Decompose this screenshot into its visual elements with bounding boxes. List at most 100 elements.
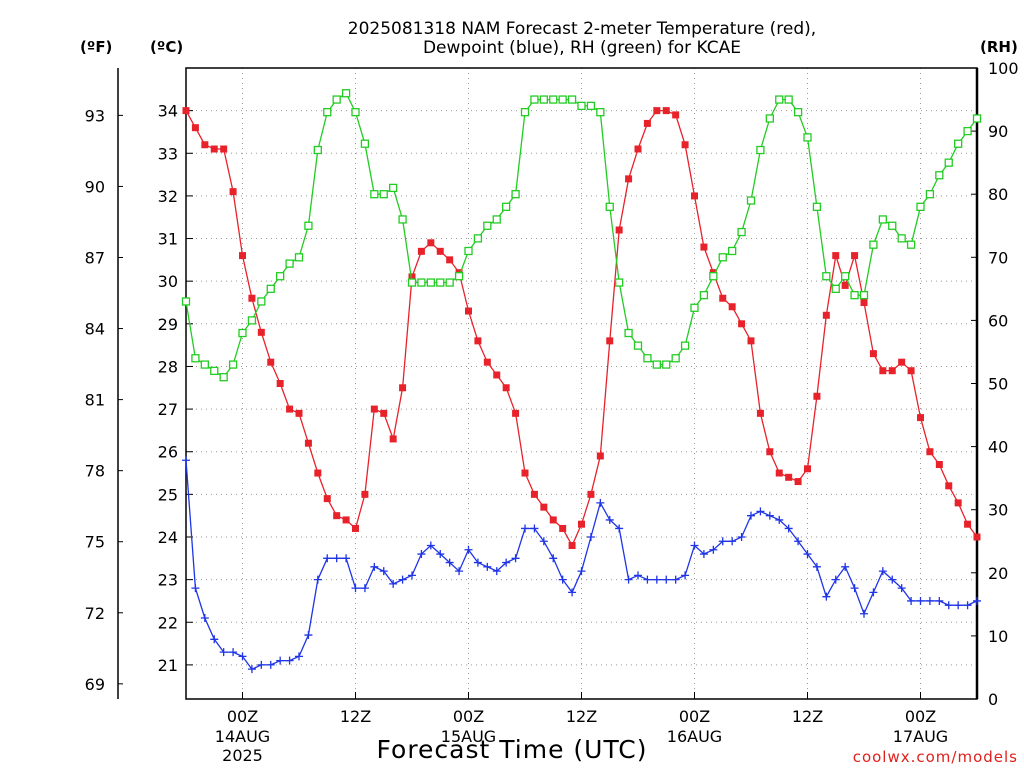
temperature-point: [239, 252, 246, 260]
temperature-point: [493, 371, 501, 379]
temperature-point: [399, 384, 407, 392]
dewpoint-point: [511, 554, 520, 563]
rh-point: [313, 145, 322, 155]
x-tick-date-label: 14AUG: [215, 727, 270, 746]
rh-point: [652, 360, 661, 369]
dewpoint-point: [747, 511, 755, 520]
dewpoint-point: [229, 648, 238, 657]
chart-title-line-2: Dewpoint (blue), RH (green) for KCAE: [423, 38, 741, 58]
rh-point: [831, 284, 840, 294]
temperature-point: [738, 320, 746, 328]
celsius-tick-label: 23: [158, 571, 178, 590]
x-tick-year-label: 2025: [222, 746, 263, 765]
x-tick-label: 12Z: [566, 707, 597, 726]
dewpoint-point: [398, 575, 407, 584]
dewpoint-point: [530, 524, 539, 533]
dewpoint-point: [182, 456, 190, 465]
dewpoint-point: [351, 584, 360, 593]
rh-point: [793, 108, 803, 117]
dewpoint-point: [831, 575, 840, 584]
x-tick-label: 00Z: [905, 707, 936, 726]
temperature-point: [314, 469, 322, 477]
dewpoint-point: [812, 562, 821, 571]
temperature-point: [361, 490, 369, 498]
dewpoint-point: [671, 575, 680, 584]
temperature-point: [201, 141, 209, 149]
rh-point: [323, 108, 332, 117]
temperature-point: [747, 337, 755, 345]
dewpoint-series: [182, 456, 981, 674]
dewpoint-point: [878, 567, 887, 576]
rh-point: [285, 259, 294, 268]
temperature-point: [342, 516, 350, 524]
celsius-tick-label: 32: [158, 187, 178, 206]
temperature-point: [813, 392, 821, 400]
rh-point: [379, 190, 388, 199]
rh-point: [191, 354, 200, 363]
temperature-point: [954, 499, 962, 507]
temperature-point: [323, 495, 331, 503]
rh-tick-label: 0: [988, 690, 998, 709]
rh-tick-label: 30: [988, 501, 1008, 520]
dewpoint-point: [247, 665, 256, 674]
rh-tick-label: 70: [988, 248, 1008, 267]
temperature-point: [267, 358, 275, 366]
dewpoint-point: [549, 554, 558, 563]
temperature-point: [474, 337, 482, 345]
dewpoint-point: [379, 567, 388, 576]
rh-point: [897, 234, 906, 243]
dewpoint-point: [615, 524, 624, 533]
celsius-tick-label: 22: [158, 613, 178, 632]
rh-point: [407, 278, 417, 287]
temperature-point: [719, 294, 727, 302]
site-credit: coolwx.com/models: [853, 748, 1018, 766]
temperature-point: [964, 520, 972, 528]
rh-point: [925, 190, 935, 199]
celsius-tick-label: 30: [158, 272, 178, 291]
temperature-point: [926, 448, 934, 456]
dewpoint-point: [605, 515, 614, 524]
rh-point: [822, 272, 831, 281]
dewpoint-point: [907, 596, 916, 605]
temperature-point: [879, 367, 887, 375]
rh-point: [728, 246, 737, 256]
temperature-point: [559, 524, 567, 532]
temperature-point: [691, 192, 698, 200]
rh-point: [690, 303, 699, 312]
fahrenheit-tick-label: 81: [85, 391, 105, 410]
rh-point: [530, 95, 539, 104]
rh-point: [765, 114, 774, 123]
dewpoint-point: [455, 567, 464, 576]
temperature-point: [521, 469, 529, 477]
dewpoint-point: [483, 562, 492, 571]
dewpoint-line: [185, 460, 978, 671]
dewpoint-point: [662, 575, 671, 584]
temperature-point: [182, 107, 190, 115]
dewpoint-point: [709, 545, 718, 554]
temperature-point: [681, 141, 689, 149]
x-tick-label: 00Z: [453, 707, 484, 726]
temperature-point: [191, 124, 199, 132]
x-tick-label: 12Z: [340, 707, 371, 726]
rh-point: [436, 278, 445, 287]
celsius-tick-label: 26: [158, 443, 178, 462]
temperature-point: [229, 188, 237, 196]
rh-point: [662, 360, 671, 369]
temperature-point: [352, 524, 359, 532]
temperature-point: [728, 303, 736, 311]
rh-point: [332, 95, 341, 104]
rh-point: [304, 221, 313, 230]
dewpoint-point: [652, 575, 661, 584]
dewpoint-point: [332, 554, 341, 563]
celsius-tick-label: 29: [158, 315, 178, 334]
dewpoint-point: [276, 656, 285, 665]
rh-point: [200, 360, 209, 369]
tick-labels: 21 22 23 24 25 26 27 28 29 30 31 32 33 34 69 72 75 78 81 84…: [85, 59, 1019, 765]
temperature-point: [512, 409, 520, 417]
rh-point: [737, 227, 746, 237]
rh-point: [454, 272, 464, 281]
dewpoint-point: [417, 550, 426, 559]
celsius-unit-label: (ºC): [150, 38, 183, 56]
rh-line: [185, 92, 978, 379]
